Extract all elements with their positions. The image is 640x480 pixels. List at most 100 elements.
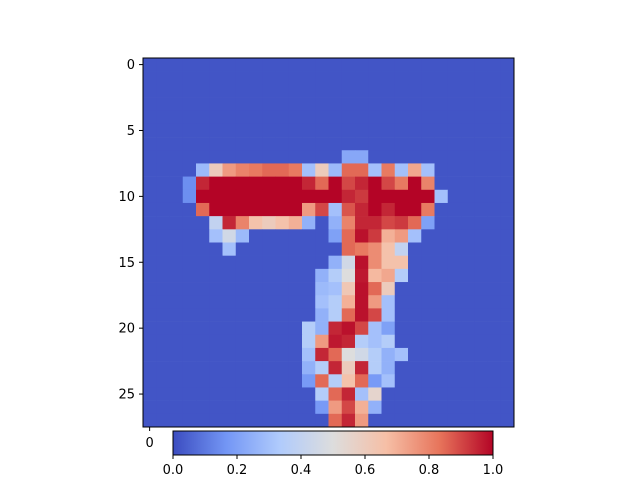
heatmap-cell <box>275 374 290 388</box>
heatmap-cell <box>169 374 184 388</box>
heatmap-cell <box>447 295 462 309</box>
heatmap-cell <box>275 216 290 230</box>
heatmap-cell <box>461 163 475 177</box>
heatmap-cell <box>447 84 462 98</box>
heatmap-cell <box>262 189 276 204</box>
heatmap-cell <box>262 400 276 415</box>
heatmap-cell <box>408 163 422 177</box>
heatmap-cell <box>209 308 223 322</box>
heatmap-cell <box>182 71 197 85</box>
heatmap-cell <box>500 229 515 243</box>
heatmap-cell <box>315 137 329 151</box>
heatmap-cell <box>275 334 290 349</box>
heatmap-cell <box>209 413 223 428</box>
heatmap-cell <box>381 58 396 72</box>
heatmap-cell <box>315 110 329 125</box>
heatmap-cell <box>262 71 276 85</box>
heatmap-cell <box>381 268 396 283</box>
heatmap-cell <box>302 361 316 375</box>
heatmap-cell <box>196 361 210 375</box>
heatmap-cell <box>156 387 170 401</box>
heatmap-cell <box>408 387 422 401</box>
heatmap-cell <box>262 150 276 164</box>
heatmap-cell <box>341 413 356 428</box>
heatmap-cell <box>143 347 157 362</box>
heatmap-cell <box>143 84 157 98</box>
heatmap-cell <box>328 71 343 85</box>
heatmap-cell <box>408 347 422 362</box>
heatmap-cell <box>408 374 422 388</box>
heatmap-cell <box>394 150 409 164</box>
heatmap-cell <box>447 229 462 243</box>
heatmap-cell <box>341 321 356 336</box>
heatmap-cell <box>500 255 515 270</box>
heatmap-cell <box>421 400 435 415</box>
heatmap-cell <box>249 137 263 151</box>
heatmap-cell <box>143 268 157 283</box>
heatmap-cell <box>368 229 382 243</box>
heatmap-cell <box>487 255 502 270</box>
heatmap-cell <box>196 374 210 388</box>
heatmap-cell <box>408 58 422 72</box>
heatmap-cell <box>368 255 382 270</box>
heatmap-cell <box>500 413 515 428</box>
heatmap-cell <box>421 282 435 296</box>
heatmap-cell <box>500 387 515 401</box>
heatmap-cell <box>394 216 409 230</box>
heatmap-cell <box>288 97 303 112</box>
heatmap-cell <box>355 97 369 112</box>
heatmap-cell <box>474 150 488 164</box>
heatmap-cell <box>196 242 210 256</box>
heatmap-cell <box>222 361 237 375</box>
heatmap-cell <box>461 110 475 125</box>
colorbar-tick-label: 1.0 <box>483 463 504 478</box>
heatmap-cell <box>461 268 475 283</box>
heatmap-cell <box>182 137 197 151</box>
heatmap-cell <box>156 308 170 322</box>
heatmap-cell <box>341 308 356 322</box>
heatmap-cell <box>474 268 488 283</box>
heatmap-cell <box>368 202 382 217</box>
heatmap-cell <box>196 413 210 428</box>
heatmap-cell <box>355 255 369 270</box>
heatmap-cell <box>315 229 329 243</box>
heatmap-cell <box>341 347 356 362</box>
heatmap-cell <box>156 242 170 256</box>
heatmap-cell <box>461 97 475 112</box>
heatmap-cell <box>262 123 276 138</box>
heatmap-cell <box>447 321 462 336</box>
heatmap-cell <box>235 334 250 349</box>
heatmap-cell <box>500 123 515 138</box>
heatmap-cell <box>196 123 210 138</box>
heatmap-cell <box>143 229 157 243</box>
heatmap-cell <box>275 150 290 164</box>
heatmap-cell <box>381 321 396 336</box>
heatmap-cell <box>434 71 449 85</box>
heatmap-cell <box>408 97 422 112</box>
heatmap-cell <box>408 229 422 243</box>
heatmap-cell <box>235 387 250 401</box>
heatmap-cell <box>447 400 462 415</box>
heatmap-cell <box>275 295 290 309</box>
heatmap-cell <box>487 189 502 204</box>
heatmap-cell <box>288 163 303 177</box>
heatmap-cell <box>182 84 197 98</box>
heatmap-cell <box>328 163 343 177</box>
heatmap-cell <box>341 123 356 138</box>
heatmap-cell <box>275 176 290 191</box>
heatmap-cell <box>182 361 197 375</box>
heatmap-cell <box>209 97 223 112</box>
heatmap-cell <box>381 374 396 388</box>
y-tick-label: 20 <box>118 322 135 337</box>
heatmap-cell <box>368 84 382 98</box>
y-tick-label: 25 <box>118 388 135 403</box>
heatmap-cell <box>249 176 263 191</box>
heatmap-cell <box>209 282 223 296</box>
heatmap-cell <box>461 84 475 98</box>
heatmap-cell <box>355 413 369 428</box>
heatmap-cell <box>262 308 276 322</box>
heatmap-cell <box>302 71 316 85</box>
heatmap-cell <box>169 216 184 230</box>
heatmap-cell <box>249 163 263 177</box>
